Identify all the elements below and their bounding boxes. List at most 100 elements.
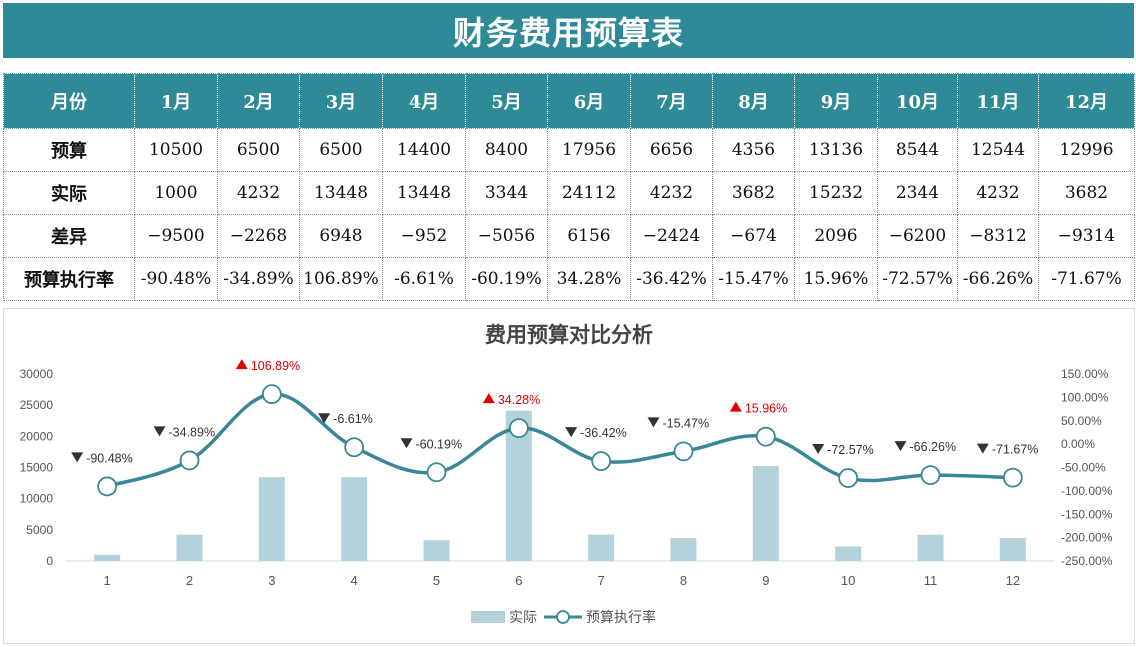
down-triangle-icon [318,413,331,424]
legend-swatch-bar [471,611,505,623]
data-label: 106.89% [251,359,300,373]
down-triangle-icon [894,441,907,452]
table-cell: 6500 [217,128,300,172]
x-axis-tick-label: 2 [186,573,193,588]
table-cell: 3682 [1038,171,1135,215]
x-axis-tick-label: 8 [680,573,687,588]
table-cell: −9500 [134,214,218,258]
table-cell: 13136 [794,128,878,172]
x-axis-tick-label: 5 [433,573,440,588]
table-cell: 6500 [299,128,383,172]
right-axis-tick-label: -100.00% [1061,484,1113,498]
table-cell: 106.89% [299,257,383,301]
bar-actual [423,540,450,561]
table-cell: 12544 [957,128,1039,172]
header-cell: 月份 [3,73,135,129]
right-axis-tick-label: -50.00% [1061,461,1106,475]
header-cell: 4月 [382,73,466,129]
table-cell: 6948 [299,214,383,258]
line-marker [426,462,447,483]
left-axis-tick-label: 5000 [26,523,53,537]
legend-label: 实际 [509,609,537,625]
data-label: 34.28% [498,393,540,407]
left-axis-tick-label: 20000 [20,429,54,443]
line-marker [1002,467,1023,488]
bar-actual [999,538,1026,561]
header-cell: 2月 [217,73,300,129]
x-axis-tick-label: 10 [841,573,855,588]
x-axis-tick-label: 11 [924,573,938,588]
table-cell: 3344 [465,171,548,215]
chart-title: 费用预算对比分析 [485,322,653,347]
header-cell: 5月 [465,73,548,129]
data-label: -6.61% [333,412,373,426]
bar-actual [752,466,779,561]
line-marker [261,384,282,405]
legend-label: 预算执行率 [586,609,656,625]
table-cell: 14400 [382,128,466,172]
down-triangle-icon [71,452,84,463]
bar-actual [341,477,368,561]
table-cell: −5056 [465,214,548,258]
header-cell: 6月 [547,73,631,129]
up-triangle-icon [729,401,742,412]
data-label: -90.48% [86,451,133,465]
row-label: 预算 [3,128,135,172]
bar-actual [835,546,862,561]
table-cell: -60.19% [465,257,548,301]
table-cell: −6200 [877,214,958,258]
left-axis-tick-label: 15000 [20,461,54,475]
table-cell: 1000 [134,171,218,215]
x-axis-tick-label: 6 [515,573,522,588]
row-label: 预算执行率 [3,257,135,301]
budget-table: 月份 1月 2月 3月 4月 5月 6月 7月 8月 9月 10月 11月 12… [3,73,1135,301]
line-marker [508,418,529,438]
table-cell: -34.89% [217,257,300,301]
up-triangle-icon [482,393,495,404]
table-cell: −674 [712,214,795,258]
table-cell: -72.57% [877,257,958,301]
table-cell: 2096 [794,214,878,258]
bar-actual [176,534,203,561]
table-cell: 4232 [217,171,300,215]
header-cell: 10月 [877,73,958,129]
down-triangle-icon [400,438,413,449]
table-cell: 6156 [547,214,631,258]
right-axis-tick-label: 0.00% [1061,437,1095,451]
table-cell: 4356 [712,128,795,172]
table-cell: 8544 [877,128,958,172]
line-marker [179,450,200,471]
bar-actual [917,534,944,561]
bar-actual [258,477,285,561]
header-cell: 7月 [630,73,713,129]
header-cell: 11月 [957,73,1039,129]
chart-container: 费用预算对比分析 0 5000 10000 15000 20000 25000 30000 -2… [3,308,1135,644]
table-row: 预算执行率 -90.48% -34.89% 106.89% -6.61% -60.19% 3… [3,257,1135,301]
right-axis-tick-label: -200.00% [1061,531,1113,545]
table-cell: 2344 [877,171,958,215]
line-marker [97,476,118,497]
row-label: 差异 [3,214,135,258]
table-cell: −9314 [1038,214,1135,258]
x-axis-tick-label: 3 [268,573,275,588]
up-triangle-icon [235,359,248,370]
right-axis-tick-label: 150.00% [1061,367,1109,381]
header-cell: 1月 [134,73,218,129]
table-cell: 15.96% [794,257,878,301]
table-cell: 4232 [630,171,713,215]
down-triangle-icon [565,427,578,438]
table-row: 预算 10500 6500 6500 14400 8400 17956 6656 4356 131… [3,128,1135,172]
table-cell: 34.28% [547,257,631,301]
left-axis-tick-label: 0 [46,554,53,568]
data-label: -72.57% [827,443,874,457]
bar-actual [588,534,615,561]
table-cell: 6656 [630,128,713,172]
x-axis-tick-label: 12 [1006,573,1020,588]
down-triangle-icon [976,443,989,454]
table-header-row: 月份 1月 2月 3月 4月 5月 6月 7月 8月 9月 10月 11月 12… [3,73,1135,129]
data-label: -71.67% [992,443,1039,457]
line-marker [755,426,776,447]
right-axis-tick-label: 100.00% [1061,390,1109,404]
table-cell: -66.26% [957,257,1039,301]
header-cell: 8月 [712,73,795,129]
